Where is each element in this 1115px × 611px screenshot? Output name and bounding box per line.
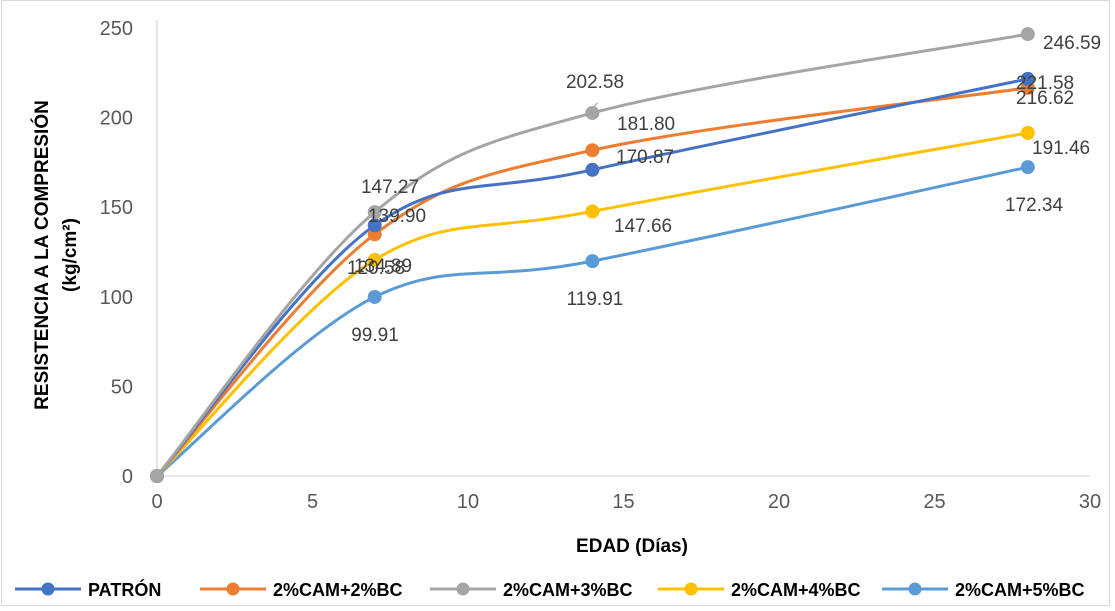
x-tick-label: 10 — [457, 491, 479, 513]
data-point — [585, 204, 600, 219]
data-points — [150, 27, 1035, 483]
axes-layer: 0 50 100 150 200 250 0 5 10 15 20 25 30 — [100, 18, 1102, 513]
legend: PATRÓN 2%CAM+2%BC 2%CAM+3%BC 2%CAM+4%BC 2%CA… — [15, 579, 1085, 600]
data-point — [367, 289, 382, 304]
data-point — [1020, 27, 1035, 42]
series-line — [155, 86, 1030, 478]
y-tick-label: 0 — [122, 466, 133, 488]
x-axis-title: EDAD (Días) — [576, 536, 688, 557]
data-point — [1020, 160, 1035, 175]
legend-item: 2%CAM+5%BC — [882, 580, 1085, 600]
legend-swatch-marker — [226, 582, 240, 596]
legend-label: 2%CAM+5%BC — [955, 580, 1085, 600]
legend-swatch-marker — [456, 582, 470, 596]
label-leader-line — [591, 102, 598, 111]
y-tick-label: 150 — [100, 197, 133, 219]
data-point — [1020, 125, 1035, 140]
x-tick-label: 15 — [612, 491, 634, 513]
x-tick-label: 20 — [768, 491, 790, 513]
data-point — [585, 143, 600, 158]
data-point — [585, 162, 600, 177]
data-point — [585, 105, 600, 120]
x-tick-label: 0 — [151, 491, 162, 513]
data-label: 172.34 — [1005, 195, 1064, 216]
data-labels: 139.90 170.87 221.58 134.89 181.80 216.62 147.… — [347, 33, 1101, 346]
legend-swatch-marker — [41, 582, 55, 596]
legend-swatch-marker — [908, 582, 922, 596]
data-label: 134.89 — [354, 256, 412, 277]
data-label: 120.58 — [347, 258, 405, 279]
x-tick-label: 25 — [923, 491, 945, 513]
series-line — [155, 77, 1030, 478]
y-axis-title-line-1: RESISTENCIA A LA COMPRESIÓN — [31, 100, 53, 410]
data-label: 216.62 — [1016, 88, 1074, 109]
y-axis-title-line-2: (kg/cm²) — [60, 218, 81, 292]
series-line — [155, 165, 1030, 478]
data-label: 147.27 — [361, 177, 419, 198]
data-point — [367, 252, 382, 267]
legend-label: 2%CAM+4%BC — [731, 580, 861, 600]
y-tick-label: 50 — [111, 376, 133, 398]
legend-label: 2%CAM+2%BC — [273, 580, 403, 600]
legend-swatch-marker — [684, 582, 698, 596]
y-tick-label: 100 — [100, 287, 133, 309]
legend-item: 2%CAM+3%BC — [430, 580, 633, 600]
data-label: 246.59 — [1043, 33, 1101, 54]
y-tick-label: 200 — [100, 108, 133, 130]
data-label: 221.58 — [1016, 73, 1074, 94]
data-point — [585, 254, 600, 269]
legend-item: 2%CAM+2%BC — [200, 580, 403, 600]
series-line — [155, 32, 1030, 478]
data-label: 99.91 — [351, 325, 399, 346]
x-tick-label: 30 — [1079, 491, 1101, 513]
data-label: 119.91 — [567, 289, 624, 310]
data-label: 191.46 — [1032, 138, 1090, 159]
data-label: 139.90 — [368, 206, 426, 227]
data-label: 181.80 — [617, 114, 675, 135]
data-label: 170.87 — [616, 147, 674, 168]
legend-label: 2%CAM+3%BC — [503, 580, 633, 600]
y-axis-title: RESISTENCIA A LA COMPRESIÓN (kg/cm²) — [31, 100, 81, 410]
data-label: 147.66 — [614, 216, 672, 237]
series-lines — [155, 32, 1030, 478]
data-point — [150, 469, 164, 483]
data-point — [367, 205, 382, 220]
legend-label: PATRÓN — [88, 579, 161, 600]
legend-item: PATRÓN — [15, 579, 161, 600]
series-line — [155, 131, 1030, 478]
legend-item: 2%CAM+4%BC — [658, 580, 861, 600]
x-tick-label: 5 — [307, 491, 318, 513]
y-tick-label: 250 — [100, 18, 133, 40]
data-point — [1020, 71, 1035, 86]
data-label: 202.58 — [566, 72, 624, 93]
